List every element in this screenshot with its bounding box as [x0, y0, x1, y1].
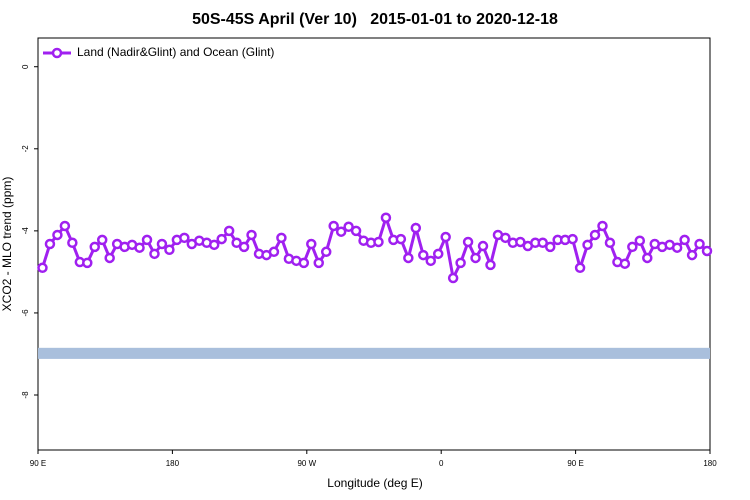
data-point [544, 241, 556, 253]
data-point [462, 236, 474, 248]
x-tick-label: 0 [439, 459, 444, 468]
data-point [477, 240, 489, 252]
data-point [37, 262, 48, 274]
data-point [642, 252, 653, 264]
data-point [246, 229, 257, 241]
data-point [410, 222, 422, 234]
data-point [67, 237, 78, 249]
data-point [686, 249, 698, 261]
data-point [96, 234, 108, 246]
y-tick-label: -2 [21, 145, 30, 153]
x-tick-label: 90 E [30, 459, 46, 468]
data-point [328, 220, 339, 232]
data-point [679, 234, 690, 246]
data-point [343, 221, 354, 233]
data-point [582, 239, 593, 251]
data-point [82, 257, 93, 269]
data-point [179, 232, 190, 244]
data-point [589, 229, 601, 241]
data-point [164, 244, 175, 255]
data-point [223, 225, 235, 237]
data-point [634, 235, 646, 246]
data-point [604, 237, 616, 249]
y-tick-label: -6 [21, 309, 30, 317]
data-point [567, 233, 578, 245]
x-tick-label: 180 [703, 459, 717, 468]
data-point [500, 232, 511, 244]
data-point [276, 232, 287, 244]
x-axis-label: Longitude (deg E) [327, 476, 422, 490]
data-point [59, 220, 71, 232]
data-point [89, 241, 100, 253]
y-tick-label: 0 [21, 64, 30, 69]
data-point [335, 226, 347, 237]
data-point [298, 257, 310, 269]
data-point [44, 238, 56, 250]
data-point [149, 248, 160, 260]
data-point [268, 246, 280, 258]
data-point [156, 238, 168, 250]
data-point [470, 252, 481, 264]
data-point [455, 257, 466, 269]
data-point [216, 233, 227, 245]
data-point [440, 231, 451, 243]
legend-marker [51, 47, 63, 59]
data-point [537, 237, 548, 249]
data-point [432, 248, 444, 260]
data-point [619, 258, 631, 269]
data-point [208, 239, 220, 251]
data-point [395, 233, 407, 245]
data-point [134, 242, 145, 253]
band [38, 347, 710, 359]
y-tick-label: -4 [21, 227, 30, 235]
data-point [418, 249, 429, 261]
chart-title: 50S-45S April (Ver 10) 2015-01-01 to 202… [192, 11, 558, 28]
data-point [701, 245, 713, 257]
data-point [350, 225, 362, 237]
data-point [380, 212, 392, 223]
data-point [306, 238, 317, 250]
y-axis-label: XCO2 - MLO trend (ppm) [0, 177, 14, 312]
data-point [231, 237, 242, 249]
data-point [694, 238, 705, 250]
data-point [104, 252, 115, 264]
data-point [238, 241, 250, 253]
data-point [597, 220, 608, 232]
data-point [320, 246, 332, 258]
data-point [574, 262, 586, 274]
data-point [52, 229, 63, 241]
x-tick-label: 90 E [567, 459, 583, 468]
data-point [141, 234, 153, 246]
data-point [403, 252, 414, 264]
x-tick-label: 90 W [297, 459, 316, 468]
y-tick-label: -8 [21, 391, 30, 399]
plot-frame [37, 37, 711, 451]
legend-label: Land (Nadir&Glint) and Ocean (Glint) [77, 45, 274, 59]
x-tick-label: 180 [166, 459, 180, 468]
data-point [671, 242, 683, 253]
data-point [485, 259, 496, 271]
data-point [425, 255, 436, 267]
data-point [313, 257, 324, 269]
data-point [627, 241, 638, 253]
data-point [373, 236, 384, 248]
data-point [447, 272, 459, 284]
data-point [515, 236, 526, 248]
